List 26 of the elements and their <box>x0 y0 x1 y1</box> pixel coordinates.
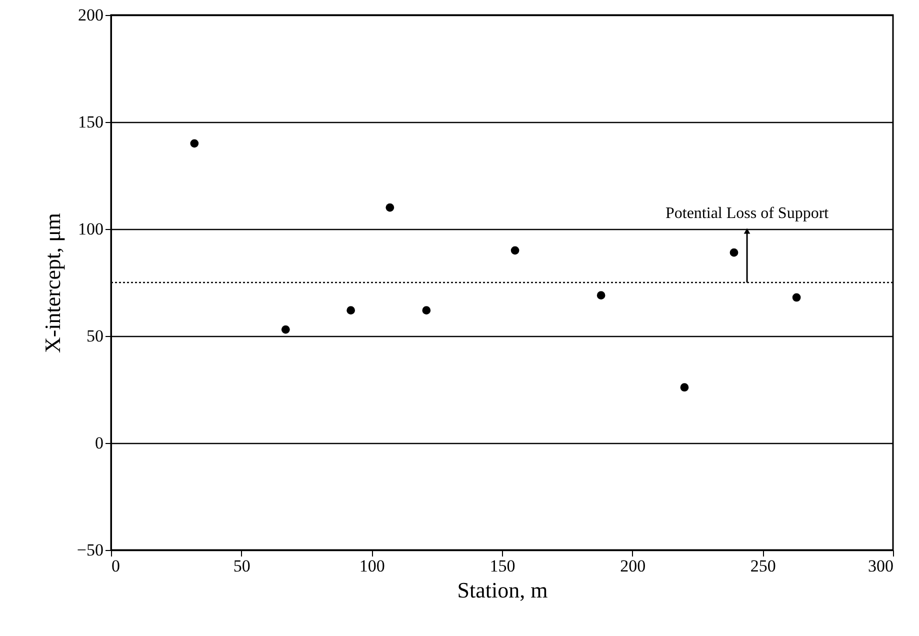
x-tick-label: 200 <box>620 556 646 576</box>
x-tick-label: 50 <box>233 556 250 576</box>
y-tick-label: 50 <box>86 326 104 346</box>
x-tick-label: 150 <box>490 556 516 576</box>
y-tick-label: 200 <box>78 6 104 24</box>
y-tick-label: −50 <box>76 540 104 560</box>
x-tick-label: 300 <box>868 556 894 576</box>
x-tick-label: 100 <box>359 556 385 576</box>
y-tick-label: 0 <box>95 434 104 452</box>
point <box>190 139 199 148</box>
point <box>596 291 606 300</box>
point <box>510 246 520 255</box>
x-axis-title: Station, m <box>457 578 548 602</box>
y-axis-title: X-intercept, μm <box>40 212 65 354</box>
point <box>680 383 689 392</box>
x-tick-label: 0 <box>112 556 120 576</box>
x-tick-label: 250 <box>750 556 776 576</box>
point <box>422 306 431 314</box>
y-tick-label: 100 <box>78 220 104 238</box>
point <box>346 306 355 314</box>
annotation: Potential Loss of Support <box>665 205 830 222</box>
y-tick-label: 150 <box>78 112 104 132</box>
point <box>281 325 290 334</box>
point <box>792 293 801 302</box>
point <box>386 203 394 212</box>
point <box>730 248 738 257</box>
